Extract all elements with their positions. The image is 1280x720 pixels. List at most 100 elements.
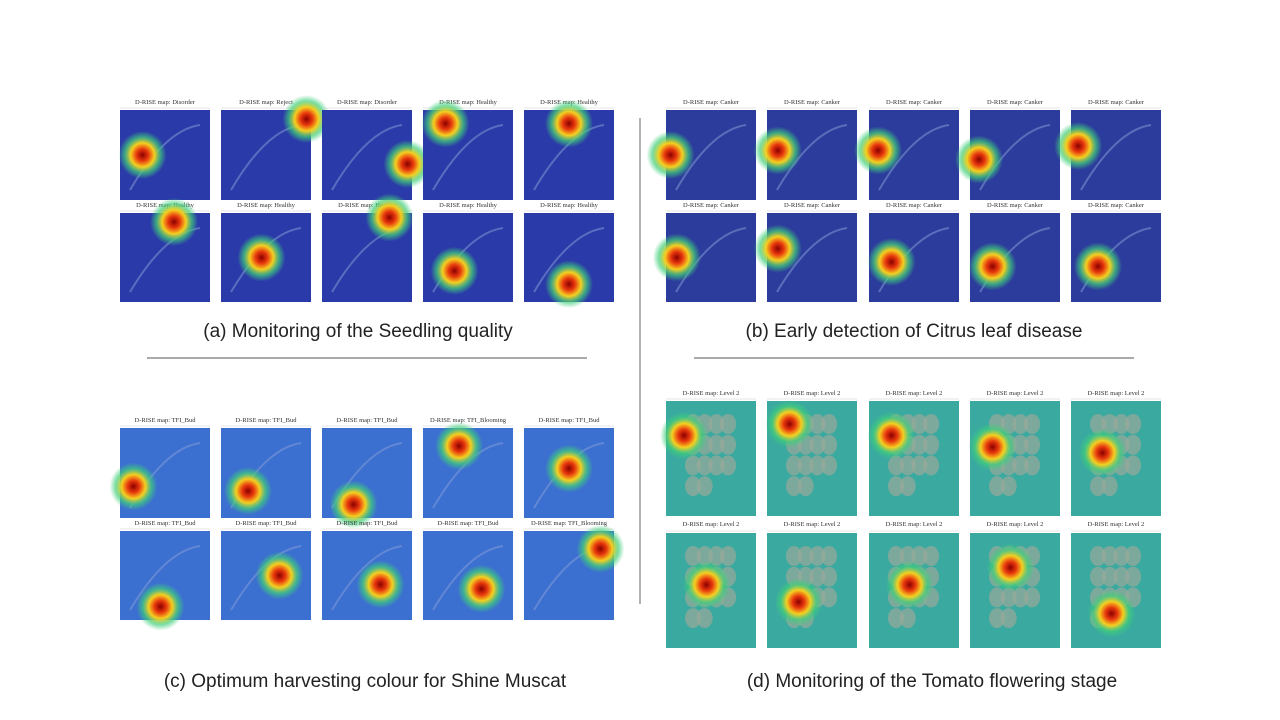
heatmap-image	[221, 428, 311, 518]
image-title: D-RISE map: Level 2	[987, 521, 1044, 528]
plant	[776, 227, 848, 293]
hotspot	[774, 578, 823, 626]
image-title: D-RISE map: Healthy	[439, 202, 498, 209]
image-title: D-RISE map: Level 2	[987, 390, 1044, 397]
heatmap-image	[524, 99, 614, 200]
heatmap-image	[118, 110, 210, 200]
grape	[1024, 414, 1041, 434]
image-title: D-RISE map: Healthy	[540, 202, 599, 209]
heatmap-image	[955, 110, 1060, 200]
grape	[809, 434, 826, 455]
image-title: D-RISE map: Canker	[1088, 202, 1145, 209]
image-title: D-RISE map: Canker	[683, 99, 740, 106]
image-title: D-RISE map: Level 2	[886, 390, 943, 397]
hotspot	[867, 237, 916, 286]
grape	[923, 455, 940, 476]
image-title: D-RISE map: TFI_Bud	[438, 520, 500, 527]
grape	[1000, 608, 1017, 629]
grape	[1125, 455, 1142, 476]
hotspot	[356, 560, 405, 609]
grape	[720, 414, 737, 434]
image-title: D-RISE map: Canker	[886, 99, 943, 106]
hotspot	[237, 233, 286, 282]
heatmap-image	[221, 213, 311, 302]
grape	[786, 455, 802, 476]
panel-caption: (b) Early detection of Citrus leaf disea…	[746, 321, 1083, 342]
grape	[685, 546, 701, 566]
heatmap-image	[221, 95, 331, 200]
hotspot	[1054, 122, 1103, 170]
plant	[878, 124, 950, 191]
heatmap-image	[767, 533, 857, 648]
grape	[809, 566, 826, 587]
grape	[899, 476, 916, 497]
image-title: D-RISE map: TFI_Bud	[135, 520, 197, 527]
plant	[533, 227, 605, 293]
plant	[675, 124, 747, 191]
grape	[1125, 414, 1142, 434]
heatmap-image	[1071, 533, 1161, 648]
grape	[821, 566, 838, 587]
grape	[911, 546, 928, 566]
hotspot	[1087, 589, 1136, 638]
grape	[1024, 587, 1041, 608]
grape	[1125, 434, 1142, 455]
grape	[923, 434, 940, 455]
grape	[797, 455, 814, 476]
grape	[821, 546, 838, 566]
hotspot	[885, 560, 934, 609]
grape	[1125, 566, 1142, 587]
image-title: D-RISE map: TFI_Blooming	[430, 417, 507, 424]
heatmap-image	[968, 213, 1060, 302]
grape	[911, 434, 928, 455]
hotspot	[365, 193, 414, 242]
grape	[1000, 476, 1017, 497]
grape	[1090, 476, 1106, 497]
grape	[911, 414, 928, 434]
image-title: D-RISE map: Level 2	[886, 521, 943, 528]
heatmap-image	[423, 213, 513, 302]
grape	[720, 546, 737, 566]
image-title: D-RISE map: Disorder	[135, 99, 196, 106]
grape	[786, 546, 802, 566]
grape	[1090, 546, 1106, 566]
hotspot	[753, 224, 802, 273]
image-title: D-RISE map: TFI_Bud	[337, 520, 399, 527]
heatmap-image	[221, 531, 311, 620]
hotspot	[646, 131, 695, 179]
image-title: D-RISE map: Canker	[987, 99, 1044, 106]
hotspot	[660, 411, 708, 460]
image-title: D-RISE map: Healthy	[338, 202, 397, 209]
image-title: D-RISE map: Reject	[239, 99, 293, 106]
grape	[1000, 587, 1017, 608]
hotspot	[282, 95, 331, 143]
heatmap-image	[867, 401, 959, 516]
grape	[797, 546, 814, 566]
image-title: D-RISE map: Canker	[1088, 99, 1145, 106]
grape	[1125, 546, 1142, 566]
grape	[1101, 566, 1118, 587]
hotspot	[682, 560, 731, 609]
image-title: D-RISE map: Level 2	[683, 390, 740, 397]
plant	[432, 545, 504, 611]
heatmap-image	[120, 197, 210, 302]
plant	[776, 124, 848, 191]
hotspot	[457, 564, 506, 613]
grape	[708, 546, 725, 566]
hotspot	[1078, 428, 1127, 477]
image-title: D-RISE map: TFI_Bud	[236, 417, 298, 424]
hotspot	[383, 140, 432, 188]
hotspot	[545, 444, 593, 493]
grape	[1113, 414, 1130, 434]
panel-caption: (a) Monitoring of the Seedling quality	[203, 321, 513, 342]
heatmap-image	[322, 193, 414, 302]
hotspot	[545, 99, 593, 148]
grape	[888, 608, 904, 629]
heatmap-image	[322, 531, 412, 620]
heatmap-image	[423, 531, 513, 620]
heatmap-image	[120, 531, 210, 631]
grape	[1113, 546, 1130, 566]
hotspot	[329, 480, 378, 529]
heatmap-image	[423, 422, 513, 518]
